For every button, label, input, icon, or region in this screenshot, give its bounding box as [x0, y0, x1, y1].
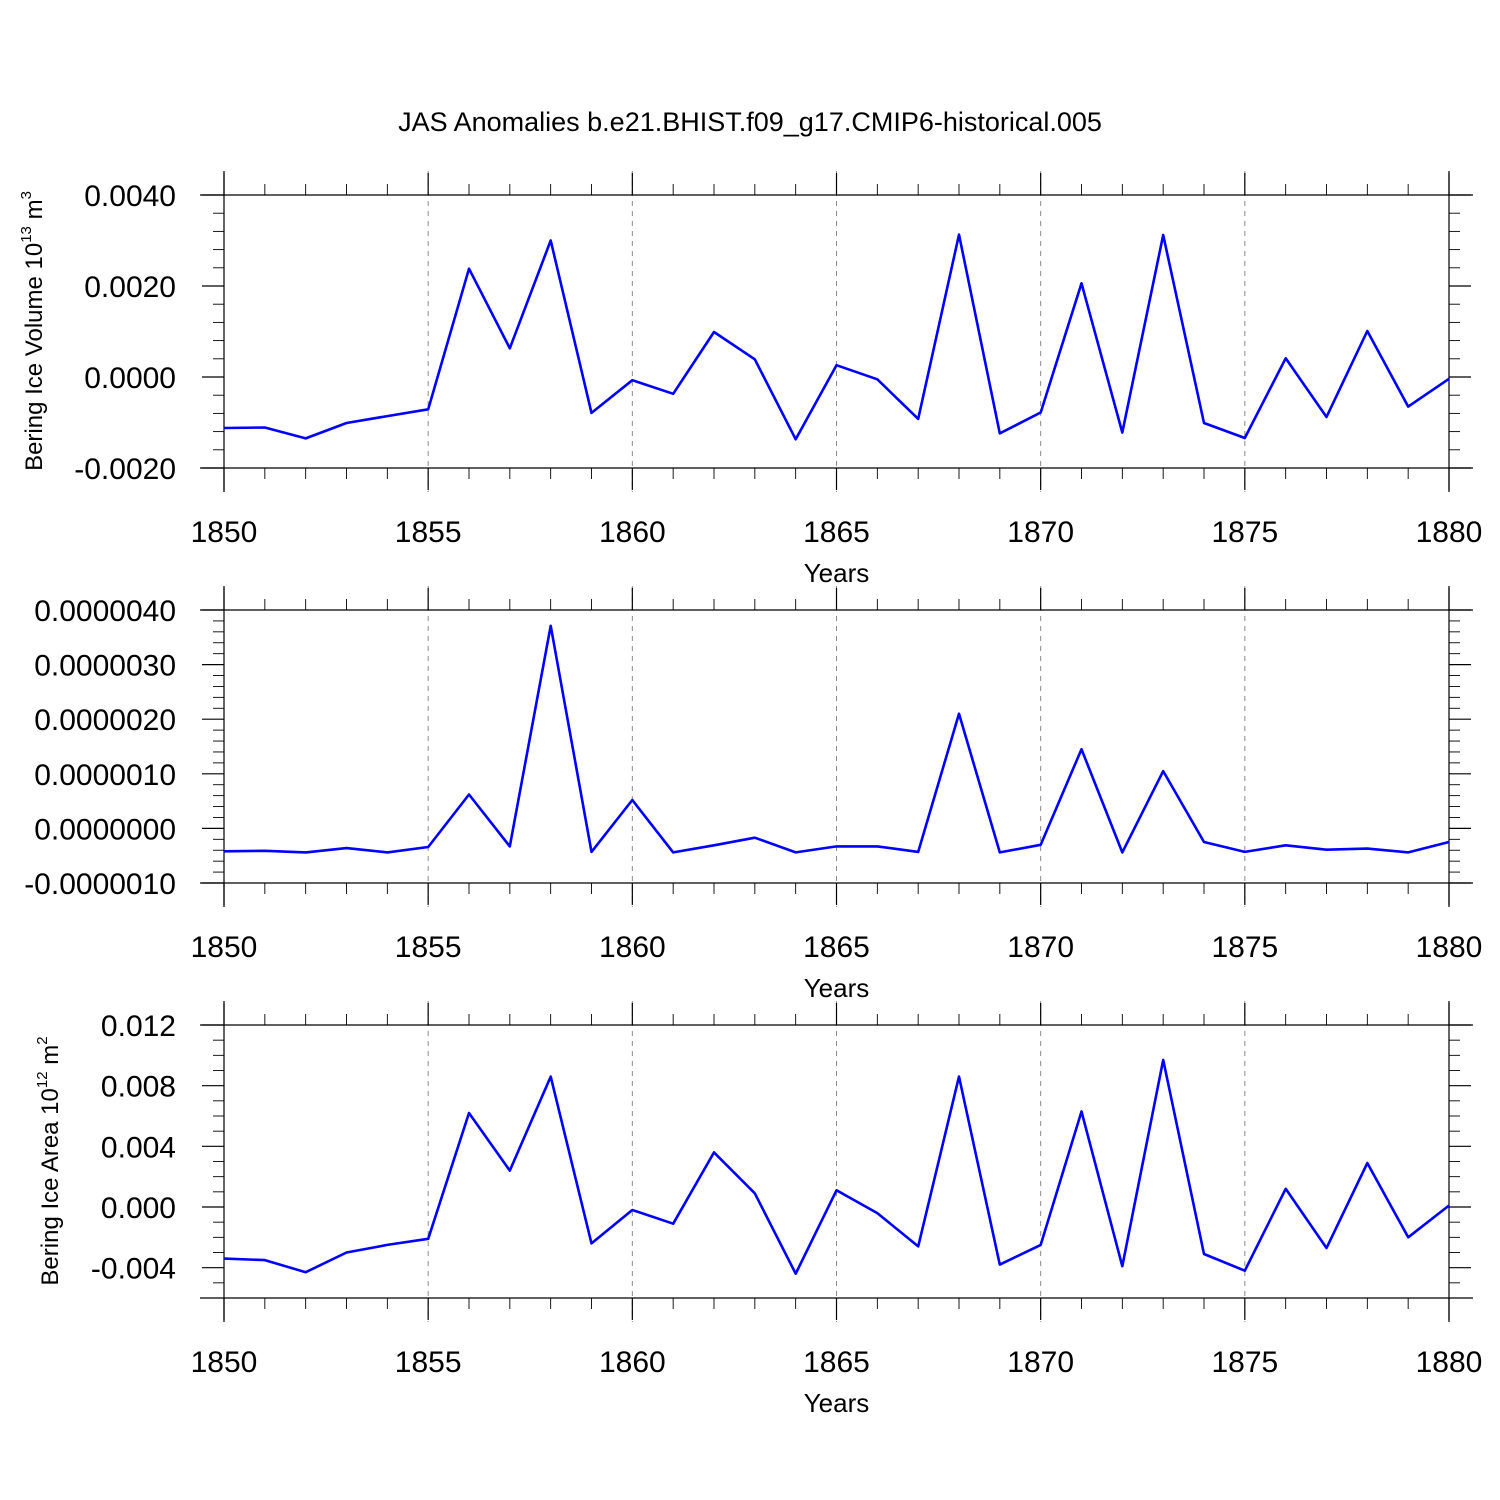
y-title-exponent: 12: [34, 1071, 51, 1088]
x-tick-label: 1865: [803, 931, 870, 964]
y-tick-label: -0.004: [91, 1253, 176, 1286]
x-tick-label: 1870: [1007, 1346, 1074, 1379]
y-tick-label: 0.012: [101, 1010, 176, 1043]
panels: 1850 1855 1860 1865 1870 1875 1880 -0.0020 0.000…: [18, 171, 1482, 1418]
figure-title: JAS Anomalies b.e21.BHIST.f09_g17.CMIP6-…: [398, 107, 1102, 137]
x-tick-label: 1865: [803, 516, 870, 549]
x-tick-label: 1870: [1007, 931, 1074, 964]
y-tick-label: 0.0020: [84, 271, 176, 304]
y-title-text: Bering Ice Volume 10: [21, 243, 48, 471]
y-tick-label: 0.0000030: [34, 650, 176, 683]
x-tick-label: 1850: [191, 516, 258, 549]
y-tick-label: 0.004: [101, 1131, 176, 1164]
y-tick-label: 0.008: [101, 1071, 176, 1104]
panel-2: 1850 1855 1860 1865 1870 1875 1880 -0.0000010 0.…: [24, 586, 1482, 1003]
x-tick-label: 1855: [395, 516, 462, 549]
y-tick-label: 0.0000: [84, 362, 176, 395]
x-tick-label: 1875: [1211, 931, 1278, 964]
y-tick-label: -0.0000010: [24, 868, 176, 901]
y-tick-label: 0.0000020: [34, 704, 176, 737]
y-title-unit: m: [21, 199, 48, 226]
x-tick-label: 1860: [599, 931, 666, 964]
y-tick-label: -0.0020: [74, 453, 176, 486]
y-title-unit-exponent: 2: [34, 1036, 51, 1044]
x-tick-label: 1855: [395, 931, 462, 964]
y-tick-label: 0.0000000: [34, 813, 176, 846]
panel-1: 1850 1855 1860 1865 1870 1875 1880 -0.0020 0.000…: [18, 171, 1482, 588]
y-title-exponent: 13: [18, 226, 35, 243]
x-axis-title: Years: [804, 973, 870, 1003]
y-title-unit-exponent: 3: [18, 191, 35, 199]
y-tick-label: 0.0040: [84, 180, 176, 213]
y-title-text: Bering Ice Area 10: [37, 1088, 64, 1285]
x-axis-title: Years: [804, 1388, 870, 1418]
x-tick-label: 1875: [1211, 516, 1278, 549]
x-tick-label: 1880: [1416, 931, 1483, 964]
x-tick-label: 1850: [191, 1346, 258, 1379]
x-axis-title: Years: [804, 558, 870, 588]
y-tick-label: 0.0000040: [34, 595, 176, 628]
x-tick-label: 1860: [599, 516, 666, 549]
x-tick-label: 1870: [1007, 516, 1074, 549]
y-tick-label: 0.0000010: [34, 759, 176, 792]
panel-3: 1850 1855 1860 1865 1870 1875 1880 -0.004 0.000 0…: [34, 1001, 1482, 1418]
x-tick-label: 1860: [599, 1346, 666, 1379]
x-tick-label: 1850: [191, 931, 258, 964]
y-axis-title: Bering Ice Area 1012 m2: [34, 1036, 64, 1285]
x-tick-label: 1875: [1211, 1346, 1278, 1379]
x-tick-label: 1855: [395, 1346, 462, 1379]
x-tick-label: 1880: [1416, 1346, 1483, 1379]
y-tick-label: 0.000: [101, 1192, 176, 1225]
y-axis-title: Bering Ice Volume 1013 m3: [18, 191, 48, 471]
y-title-unit: m: [37, 1045, 64, 1072]
x-tick-label: 1865: [803, 1346, 870, 1379]
x-tick-label: 1880: [1416, 516, 1483, 549]
